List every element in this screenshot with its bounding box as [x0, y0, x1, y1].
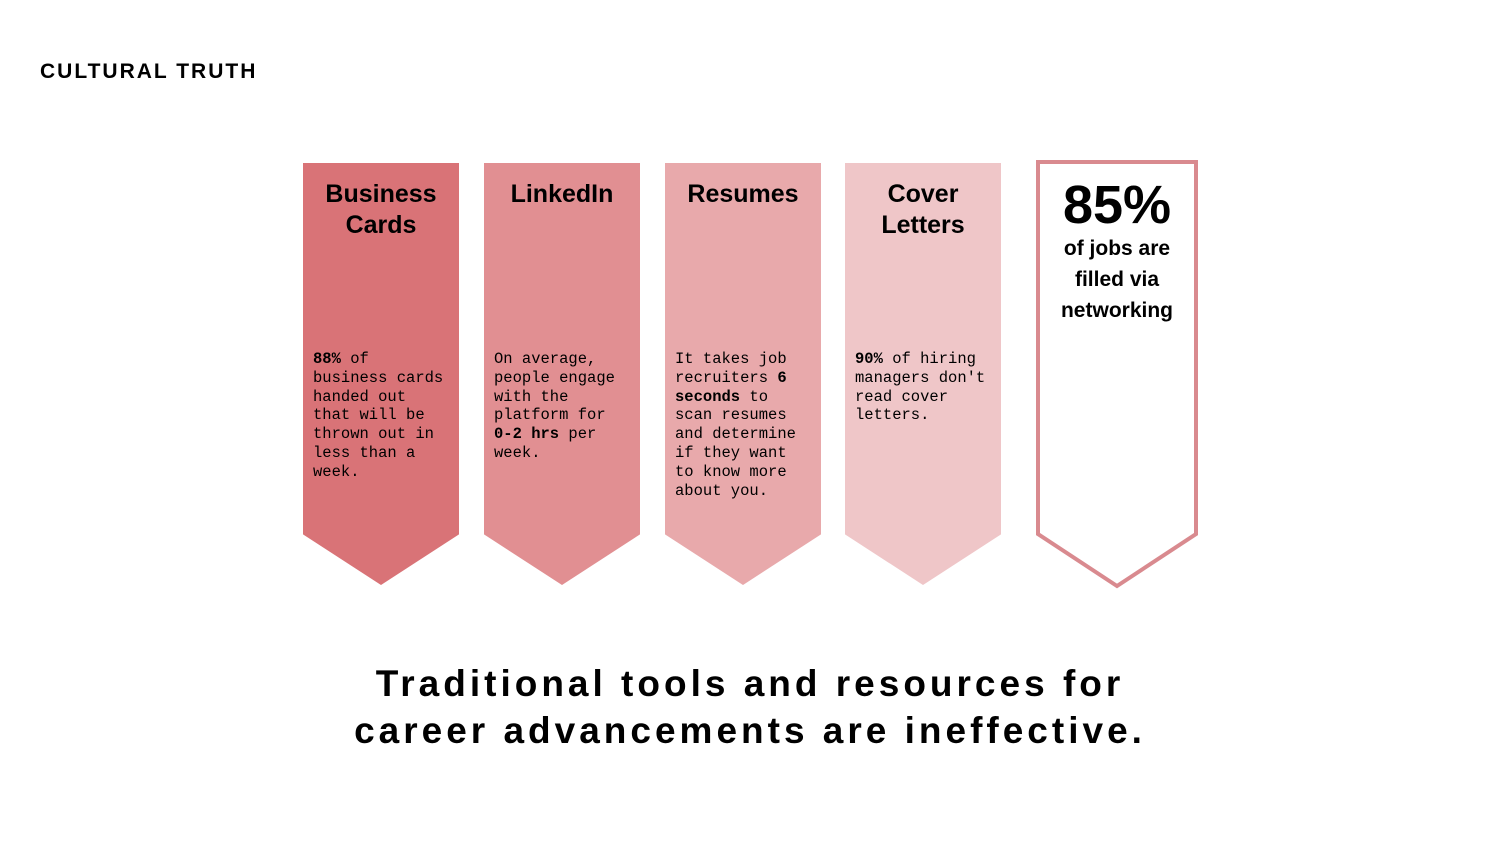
banner-text-highlight: 6 seconds [675, 368, 787, 406]
slide-label: CULTURAL TRUTH [40, 60, 258, 83]
banner-title: LinkedIn [510, 180, 614, 208]
banner-text-highlight: 90% [855, 350, 883, 368]
banner-text: On average, people engage with the platf… [494, 350, 630, 463]
banner-text-highlight: 0-2 hrs [494, 425, 560, 444]
stat-banner-outline [1036, 160, 1198, 589]
banner-text: 90% of hiring managers don't read cover … [855, 350, 991, 425]
stat-caption: of jobs are filled via networking [1060, 237, 1173, 322]
banner-cover-letters: Cover Letters 90% of hiring managers don… [845, 163, 1001, 585]
banner-text-segment: On average, people engage with the platf… [494, 350, 615, 425]
banner-text: It takes job recruiters 6 seconds to sca… [675, 350, 811, 500]
banner-text-segment: of hiring managers don't read cover lett… [855, 350, 986, 425]
banner-text: 88% of business cards handed out that wi… [313, 350, 449, 482]
banner-title: Business Cards [325, 180, 437, 239]
banner-linkedin: LinkedIn On average, people engage with … [484, 163, 640, 585]
stat-value: 85% [1062, 175, 1172, 235]
banner-text-segment: It takes job recruiters [675, 350, 787, 387]
banner-text-segment: of business cards handed out that will b… [313, 350, 444, 481]
banner-text-segment: per week. [494, 425, 597, 462]
conclusion-statement: Traditional tools and resources for care… [354, 663, 1146, 751]
banner-business-cards: Business Cards 88% of business cards han… [303, 163, 459, 585]
banner-text-segment: to scan resumes and determine if they wa… [675, 387, 796, 500]
banner-text-highlight: 88% [313, 350, 341, 368]
banner-resumes: Resumes It takes job recruiters 6 second… [665, 163, 821, 585]
banner-title: Resumes [687, 180, 799, 208]
stat-banner-networking: 85% of jobs are filled via networking [1036, 160, 1198, 589]
banner-title: Cover Letters [881, 180, 965, 239]
